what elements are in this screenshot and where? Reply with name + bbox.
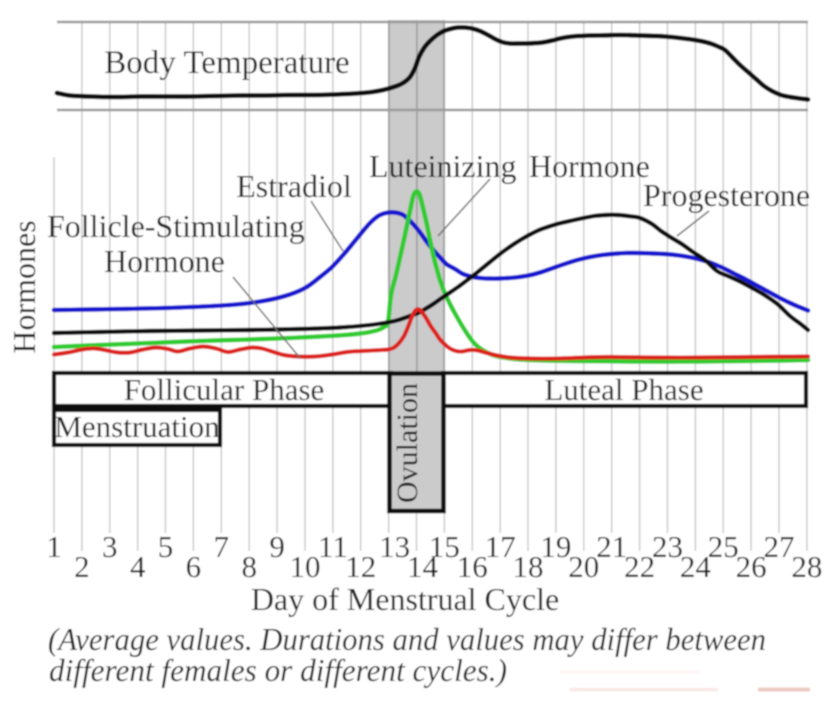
svg-text:28: 28 — [791, 549, 822, 584]
svg-text:20: 20 — [568, 549, 599, 584]
svg-text:3: 3 — [102, 529, 118, 564]
svg-text:Hormone: Hormone — [529, 148, 650, 184]
svg-text:22: 22 — [624, 549, 655, 584]
svg-text:5: 5 — [158, 529, 174, 564]
svg-text:Estradiol: Estradiol — [236, 168, 352, 204]
svg-text:Follicle-Stimulating: Follicle-Stimulating — [47, 208, 305, 244]
svg-text:11: 11 — [318, 529, 348, 564]
svg-text:8: 8 — [241, 549, 257, 584]
svg-text:Ovulation: Ovulation — [391, 383, 424, 503]
svg-text:Follicular Phase: Follicular Phase — [124, 372, 325, 407]
svg-text:Day of Menstrual Cycle: Day of Menstrual Cycle — [251, 581, 559, 617]
svg-text:Luteal Phase: Luteal Phase — [544, 372, 703, 407]
svg-text:14: 14 — [407, 549, 439, 584]
svg-text:10: 10 — [290, 549, 321, 584]
svg-text:18: 18 — [513, 549, 544, 584]
svg-text:Luteinizing: Luteinizing — [369, 148, 517, 184]
svg-text:12: 12 — [345, 549, 376, 584]
svg-text:4: 4 — [130, 549, 146, 584]
svg-text:6: 6 — [186, 549, 202, 584]
svg-text:19: 19 — [540, 529, 571, 564]
svg-text:Hormone: Hormone — [104, 243, 225, 279]
svg-text:21: 21 — [596, 529, 627, 564]
svg-text:7: 7 — [214, 529, 230, 564]
svg-text:9: 9 — [269, 529, 285, 564]
svg-text:different females or different: different females or different cycles.) — [49, 652, 507, 688]
svg-text:2: 2 — [74, 549, 90, 584]
svg-text:26: 26 — [736, 549, 767, 584]
svg-text:Hormones: Hormones — [6, 220, 42, 353]
svg-text:17: 17 — [485, 529, 516, 564]
svg-text:1: 1 — [46, 529, 62, 564]
svg-text:16: 16 — [457, 549, 488, 584]
svg-text:24: 24 — [680, 549, 712, 584]
svg-text:(Average values. Durations and: (Average values. Durations and values ma… — [48, 621, 766, 657]
svg-text:15: 15 — [429, 529, 460, 564]
svg-text:Progesterone: Progesterone — [643, 177, 810, 213]
svg-text:27: 27 — [764, 529, 795, 564]
svg-text:13: 13 — [379, 529, 410, 564]
svg-text:25: 25 — [708, 529, 739, 564]
svg-text:23: 23 — [652, 529, 683, 564]
svg-text:Body Temperature: Body Temperature — [104, 45, 349, 81]
svg-text:Menstruation: Menstruation — [54, 409, 220, 444]
